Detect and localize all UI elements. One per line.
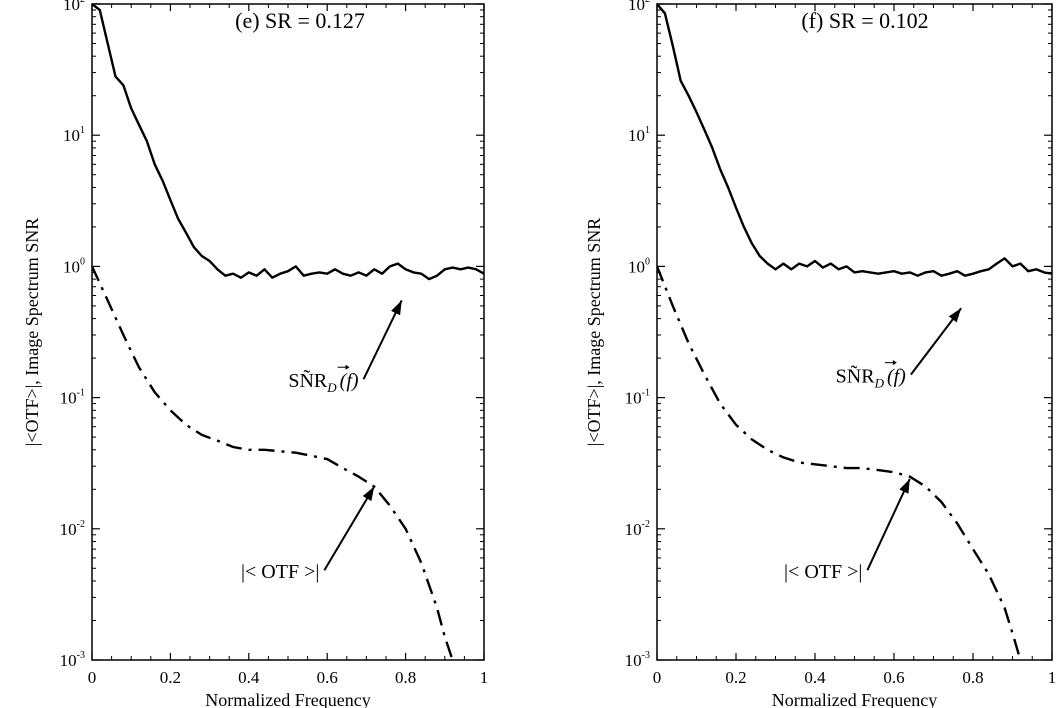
x-tick-label: 0 xyxy=(653,668,662,687)
y-tick-label: 10-3 xyxy=(60,650,85,670)
vector-accent-head xyxy=(345,364,350,370)
x-tick-label: 0.6 xyxy=(883,668,904,687)
otf-curve xyxy=(92,265,454,660)
snr-curve xyxy=(657,4,1052,277)
otf-arrow xyxy=(866,478,911,571)
chart-panel-1: (f) SR = 0.102 0 0.2 0.4 0.6 0.8 1 10-3 10-2 10-1… xyxy=(584,0,1056,708)
otf-arrow-head xyxy=(362,486,375,502)
x-tick-label: 1 xyxy=(1048,668,1057,687)
snr-curve xyxy=(92,4,484,281)
y-tick-label: 100 xyxy=(63,256,85,276)
otf-arrow-head xyxy=(899,478,910,494)
chart-title: (f) SR = 0.102 xyxy=(801,8,928,33)
x-tick-label: 0.8 xyxy=(962,668,983,687)
x-tick-label: 0.2 xyxy=(725,668,746,687)
snr-annotation: SÑRD (f) xyxy=(836,364,907,391)
y-tick-label: 102 xyxy=(628,0,650,14)
y-axis-label: |<OTF>|, Image Spectrum SNR xyxy=(22,218,42,447)
x-tick-label: 0.4 xyxy=(804,668,826,687)
x-tick-label: 0 xyxy=(88,668,97,687)
x-tick-label: 0.4 xyxy=(238,668,260,687)
y-tick-label: 10-3 xyxy=(625,650,650,670)
x-axis-label: Normalized Frequency xyxy=(205,690,370,708)
y-tick-label: 10-2 xyxy=(60,519,85,539)
chart-title: (e) SR = 0.127 xyxy=(235,8,365,33)
y-tick-label: 10-1 xyxy=(625,388,650,408)
x-axis-label: Normalized Frequency xyxy=(772,690,937,708)
y-tick-label: 102 xyxy=(63,0,85,14)
snr-arrow xyxy=(362,300,403,380)
y-tick-label: 100 xyxy=(628,256,650,276)
y-tick-label: 10-2 xyxy=(625,519,650,539)
snr-arrow-head xyxy=(391,300,402,316)
y-tick-label: 10-1 xyxy=(60,388,85,408)
vector-accent-head xyxy=(892,360,897,366)
y-tick-label: 101 xyxy=(628,125,650,145)
otf-annotation: |< OTF >| xyxy=(784,561,862,583)
snr-annotation: SÑRD (f) xyxy=(288,368,359,395)
otf-annotation: |< OTF >| xyxy=(241,561,319,583)
snr-arrow-head xyxy=(948,308,962,323)
x-tick-label: 0.6 xyxy=(317,668,338,687)
otf-curve xyxy=(657,265,1022,660)
y-axis-label: |<OTF>|, Image Spectrum SNR xyxy=(584,218,604,447)
y-tick-label: 101 xyxy=(63,125,85,145)
x-tick-label: 0.8 xyxy=(395,668,416,687)
x-tick-label: 0.2 xyxy=(160,668,181,687)
x-tick-label: 1 xyxy=(480,668,489,687)
otf-arrow xyxy=(323,486,376,571)
chart-panel-0: (e) SR = 0.127 0 0.2 0.4 0.6 0.8 1 10-3 10-2 10-1… xyxy=(22,0,488,708)
